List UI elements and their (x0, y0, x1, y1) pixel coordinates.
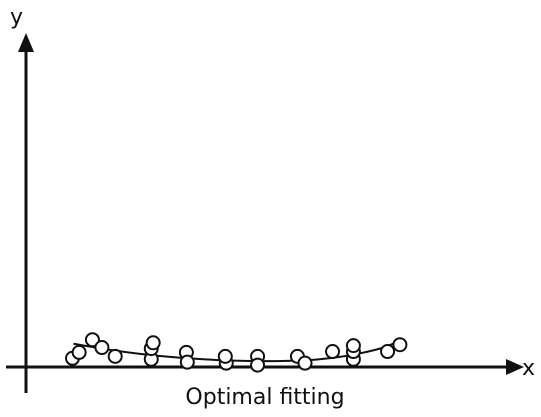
x-axis-arrow-icon (506, 359, 524, 375)
data-point (145, 335, 161, 351)
data-point (392, 337, 408, 353)
chart-title: Optimal fitting (185, 385, 344, 410)
data-point (345, 338, 361, 354)
y-axis-label: y (10, 5, 23, 30)
data-point (71, 344, 87, 360)
data-point (325, 344, 341, 360)
data-point (217, 348, 233, 364)
x-axis-label: x (522, 356, 535, 381)
data-points (65, 332, 408, 373)
data-point (94, 340, 110, 356)
y-axis-arrow-icon (18, 33, 34, 52)
data-point (107, 348, 123, 364)
data-point (84, 332, 100, 348)
data-point (297, 355, 313, 371)
data-point (250, 357, 266, 373)
data-point (179, 354, 195, 370)
axes (6, 33, 524, 393)
data-point (380, 344, 396, 360)
